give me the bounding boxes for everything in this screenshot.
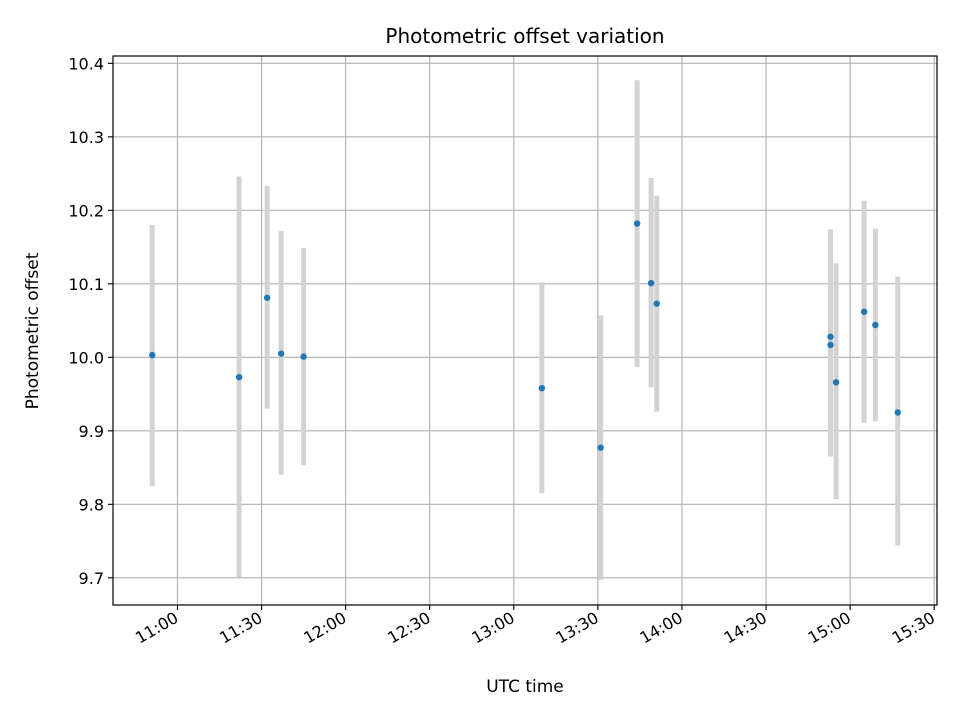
x-tick-label: 11:00	[132, 608, 181, 648]
grid	[113, 56, 937, 605]
data-point	[832, 379, 840, 386]
data-point	[263, 294, 271, 301]
data-points	[149, 220, 901, 451]
y-tick-label: 9.7	[79, 569, 104, 588]
x-tick-label: 11:30	[216, 608, 265, 648]
data-point	[300, 353, 307, 360]
data-point	[149, 351, 156, 359]
data-point	[538, 384, 546, 392]
y-tick-label: 9.9	[79, 422, 104, 441]
y-tick-label: 10.2	[68, 201, 104, 220]
chart-title: Photometric offset variation	[385, 24, 664, 48]
y-tick-label: 10.3	[68, 128, 104, 147]
data-point	[860, 308, 868, 315]
x-tick-label: 13:00	[468, 608, 517, 648]
x-tick-label: 12:30	[384, 608, 433, 648]
y-axis-label: Photometric offset	[23, 252, 43, 409]
x-tick-label: 14:30	[721, 608, 770, 648]
y-tick-label: 10.4	[68, 54, 104, 73]
x-axis-ticks: 11:00 11:30 12:00 12:30 13:00 13:30 14:00 14:30…	[132, 605, 938, 648]
x-tick-label: 13:30	[552, 608, 601, 648]
x-axis-label: UTC time	[486, 677, 564, 697]
x-tick-label: 12:00	[300, 608, 349, 648]
x-tick-label: 14:00	[637, 608, 686, 648]
data-point	[827, 333, 834, 340]
data-point	[653, 300, 660, 307]
data-point	[894, 409, 901, 416]
y-tick-label: 10.0	[68, 348, 104, 367]
data-point	[597, 444, 604, 451]
y-axis-ticks: 9.7 9.8 9.9 10.0 10.1 10.2 10.3 10.4	[68, 54, 113, 588]
data-point	[827, 341, 834, 349]
data-point	[633, 220, 641, 227]
error-bars	[149, 80, 901, 581]
data-point	[277, 350, 285, 357]
data-point	[647, 279, 655, 287]
data-point	[872, 321, 879, 329]
x-tick-label: 15:00	[805, 608, 854, 648]
plot-frame	[112, 55, 938, 606]
data-point	[235, 373, 243, 381]
y-tick-label: 9.8	[79, 495, 104, 514]
x-tick-label: 15:30	[889, 608, 938, 648]
y-tick-label: 10.1	[68, 275, 104, 294]
